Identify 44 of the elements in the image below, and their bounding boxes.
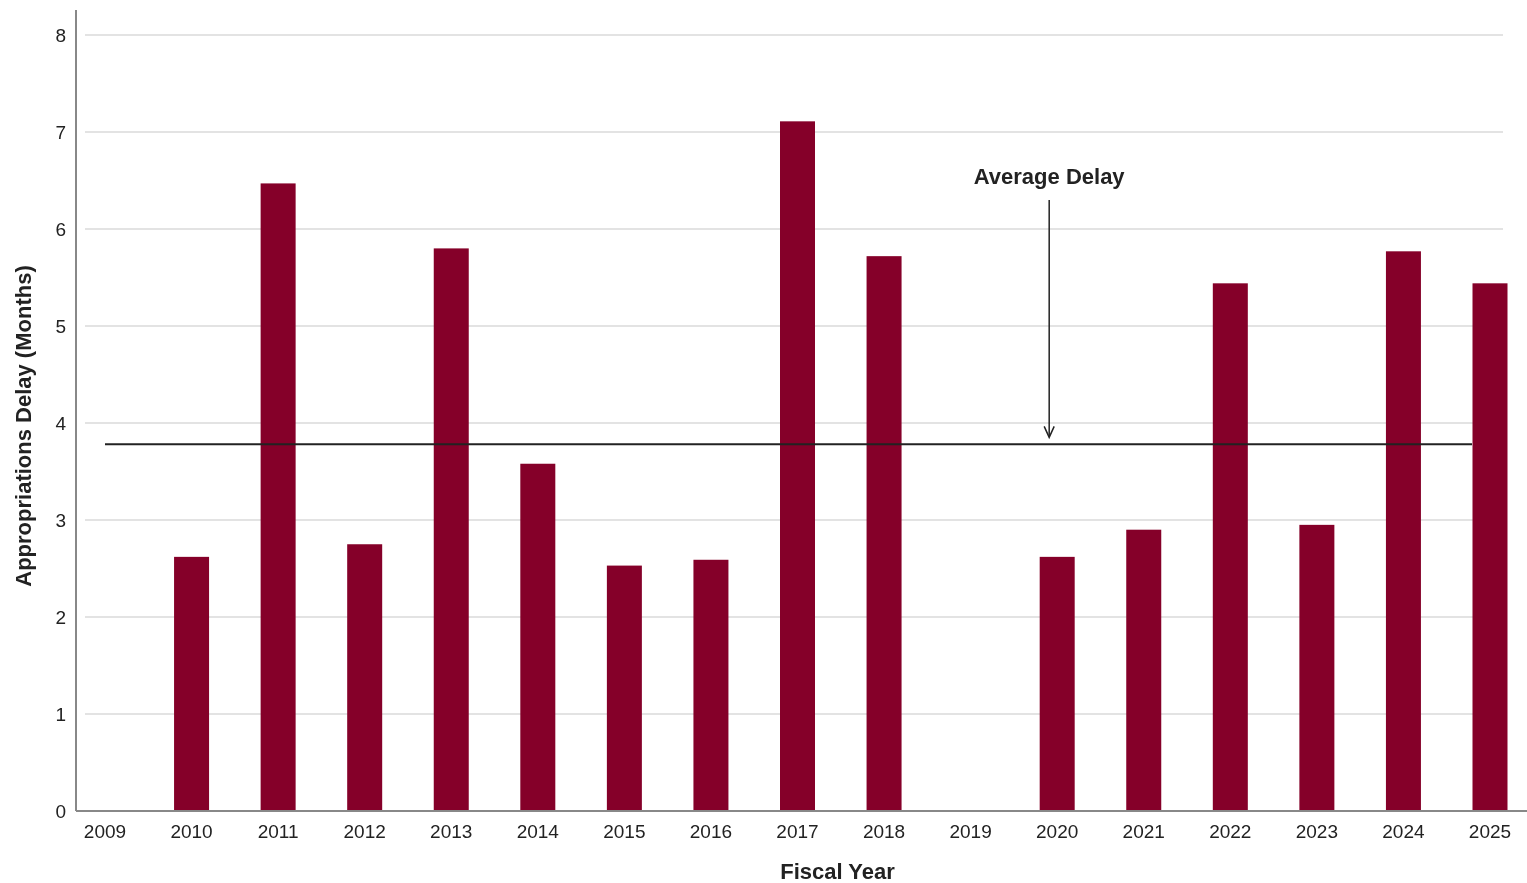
x-tick-label: 2013 [430,821,473,842]
x-tick-label: 2009 [83,821,127,842]
bar [520,463,556,811]
bar [433,248,469,811]
x-tick-label: 2014 [516,821,560,842]
ref-line-label: Average Delay [973,164,1126,189]
x-tick-label: 2011 [257,821,299,842]
bar [1385,251,1421,811]
x-tick-label: 2025 [1468,821,1512,842]
x-tick-label: 2022 [1209,821,1252,842]
y-tick-label: 5 [55,315,66,337]
bar [347,544,383,811]
x-tick-label: 2016 [689,821,733,842]
y-tick-label: 6 [55,218,66,240]
y-tick-label: 1 [55,703,66,725]
x-tick-label: 2021 [1122,821,1165,842]
y-tick-label: 4 [55,412,67,434]
y-tick-label: 0 [55,800,66,822]
bar [174,556,210,811]
bar [1472,283,1508,811]
x-tick-label: 2015 [603,821,646,842]
x-tick-label: 2024 [1382,821,1425,842]
y-tick-label: 7 [55,121,66,143]
x-tick-label: 2020 [1036,821,1079,842]
bar [1299,524,1335,811]
y-axis-title: Appropriations Delay (Months) [11,265,36,587]
bar [866,256,902,811]
bar [1212,283,1248,811]
x-tick-label: 2012 [343,821,386,842]
y-tick-label: 8 [55,24,66,46]
bar [780,121,815,811]
x-tick-label: 2019 [949,821,992,842]
y-tick-label: 3 [55,509,66,531]
x-tick-label: 2018 [862,821,906,842]
bar [1039,556,1075,811]
bar [1126,529,1162,811]
y-tick-label: 2 [55,606,66,628]
x-tick-label: 2023 [1295,821,1339,842]
bar [693,559,729,811]
x-axis-title: Fiscal Year [780,859,896,883]
x-tick-label: 2017 [776,821,819,842]
x-tick-label: 2010 [170,821,213,842]
bar [606,565,642,811]
bar [260,183,296,811]
